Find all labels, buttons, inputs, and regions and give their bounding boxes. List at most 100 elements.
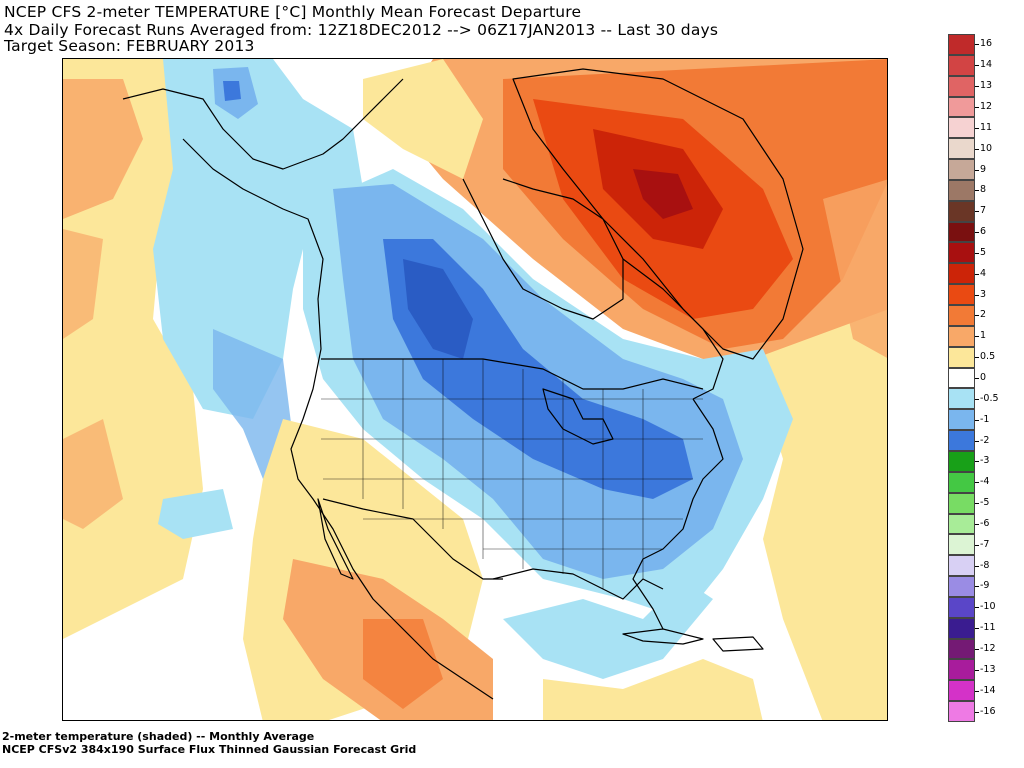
- legend-tick: [975, 357, 979, 359]
- legend-label: -2: [980, 434, 990, 446]
- legend-tick: [975, 565, 979, 567]
- legend-tick: [975, 669, 979, 671]
- legend-tick: [975, 44, 979, 46]
- legend-entry: 4: [948, 263, 1024, 285]
- legend-label: 16: [980, 38, 993, 50]
- legend-entry: -16: [948, 701, 1024, 722]
- legend-entry: 5: [948, 242, 1024, 264]
- legend-tick: [975, 544, 979, 546]
- legend-entry: 1: [948, 325, 1024, 347]
- legend-label: -3: [980, 455, 990, 467]
- legend-tick: [975, 628, 979, 630]
- legend-swatch: [948, 450, 975, 472]
- legend-label: 3: [980, 288, 987, 300]
- legend-swatch: [948, 471, 975, 493]
- legend-entry: 14: [948, 54, 1024, 76]
- legend-tick: [975, 398, 979, 400]
- legend-entry: 7: [948, 200, 1024, 222]
- legend-entry: 2: [948, 305, 1024, 326]
- legend-label: 7: [980, 205, 987, 217]
- legend-tick: [975, 336, 979, 338]
- legend-entry: -11: [948, 617, 1024, 639]
- legend-swatch: [948, 242, 975, 264]
- legend-swatch: [948, 388, 975, 410]
- legend-label: 2: [980, 309, 987, 321]
- greenland-peak: [633, 169, 693, 219]
- legend-entry: 8: [948, 179, 1024, 201]
- legend-entry: -5: [948, 492, 1024, 514]
- legend-tick: [975, 252, 979, 254]
- legend-label: -5: [980, 497, 990, 509]
- legend-label: 9: [980, 163, 987, 175]
- legend-label: 1: [980, 330, 987, 342]
- legend-entry: -8: [948, 555, 1024, 577]
- mexico-warm-core: [363, 619, 443, 709]
- legend-entry: -1: [948, 409, 1024, 431]
- legend-entry: 3: [948, 284, 1024, 306]
- legend-swatch: [948, 221, 975, 243]
- legend-swatch: [948, 409, 975, 431]
- legend-tick: [975, 86, 979, 88]
- legend-tick: [975, 586, 979, 588]
- grid-description: NCEP CFSv2 384x190 Surface Flux Thinned …: [2, 743, 417, 756]
- legend-tick: [975, 482, 979, 484]
- legend-swatch: [948, 96, 975, 118]
- greenland-outline: [512, 68, 804, 360]
- legend-entry: 0: [948, 367, 1024, 389]
- legend-entry: -0.5: [948, 388, 1024, 410]
- temperature-anomaly-map: [62, 58, 888, 721]
- legend-swatch: [948, 159, 975, 180]
- legend-swatch: [948, 513, 975, 535]
- legend-entry: -3: [948, 450, 1024, 472]
- legend-tick: [975, 273, 979, 275]
- legend-label: -6: [980, 517, 990, 529]
- legend-swatch: [948, 617, 975, 639]
- legend-label: -11: [980, 622, 996, 634]
- legend-swatch: [948, 54, 975, 76]
- legend-entry: 10: [948, 138, 1024, 160]
- pacific-coastline: [182, 138, 494, 700]
- legend-label: 5: [980, 246, 987, 258]
- legend-label: -12: [980, 643, 996, 655]
- legend-swatch: [948, 430, 975, 451]
- color-scale-legend: 16 14 13 12 11 10 9 8 7 6 5 4 3 2 1 0.5 0 -0.5 -1 -2 -3 -4 -5 -…: [948, 34, 1024, 722]
- legend-label: -14: [980, 684, 996, 696]
- legend-entry: 16: [948, 34, 1024, 55]
- legend-entry: 12: [948, 96, 1024, 118]
- legend-entry: 9: [948, 159, 1024, 180]
- legend-swatch: [948, 284, 975, 306]
- legend-swatch: [948, 346, 975, 368]
- central-america-warm: [543, 659, 763, 720]
- baja: [317, 498, 354, 580]
- forecast-runs-subtitle: 4x Daily Forecast Runs Averaged from: 12…: [4, 21, 719, 39]
- legend-label: -9: [980, 580, 990, 592]
- target-season-label: Target Season: FEBRUARY 2013: [4, 37, 255, 55]
- hudson-bay: [462, 178, 624, 320]
- legend-label: 10: [980, 142, 993, 154]
- legend-tick: [975, 440, 979, 442]
- legend-entry: -14: [948, 680, 1024, 702]
- field-description: 2-meter temperature (shaded) -- Monthly …: [2, 730, 315, 743]
- legend-entry: -10: [948, 596, 1024, 618]
- atlantic-orange: [823, 179, 887, 358]
- legend-swatch: [948, 680, 975, 702]
- legend-swatch: [948, 305, 975, 326]
- legend-swatch: [948, 179, 975, 201]
- pacific-orange-patch-3: [63, 419, 123, 529]
- legend-swatch: [948, 138, 975, 160]
- alaska-coast: [122, 78, 404, 170]
- atlantic-coast: [632, 398, 724, 630]
- legend-label: -16: [980, 705, 996, 717]
- legend-tick: [975, 377, 979, 379]
- legend-tick: [975, 190, 979, 192]
- legend-label: -7: [980, 538, 990, 550]
- legend-swatch: [948, 75, 975, 97]
- legend-tick: [975, 503, 979, 505]
- legend-swatch: [948, 638, 975, 660]
- legend-tick: [975, 607, 979, 609]
- legend-label: -4: [980, 476, 990, 488]
- pacific-orange-patch-2: [63, 229, 103, 339]
- legend-tick: [975, 65, 979, 67]
- legend-swatch: [948, 534, 975, 556]
- pacific-cool-tongue: [213, 329, 293, 479]
